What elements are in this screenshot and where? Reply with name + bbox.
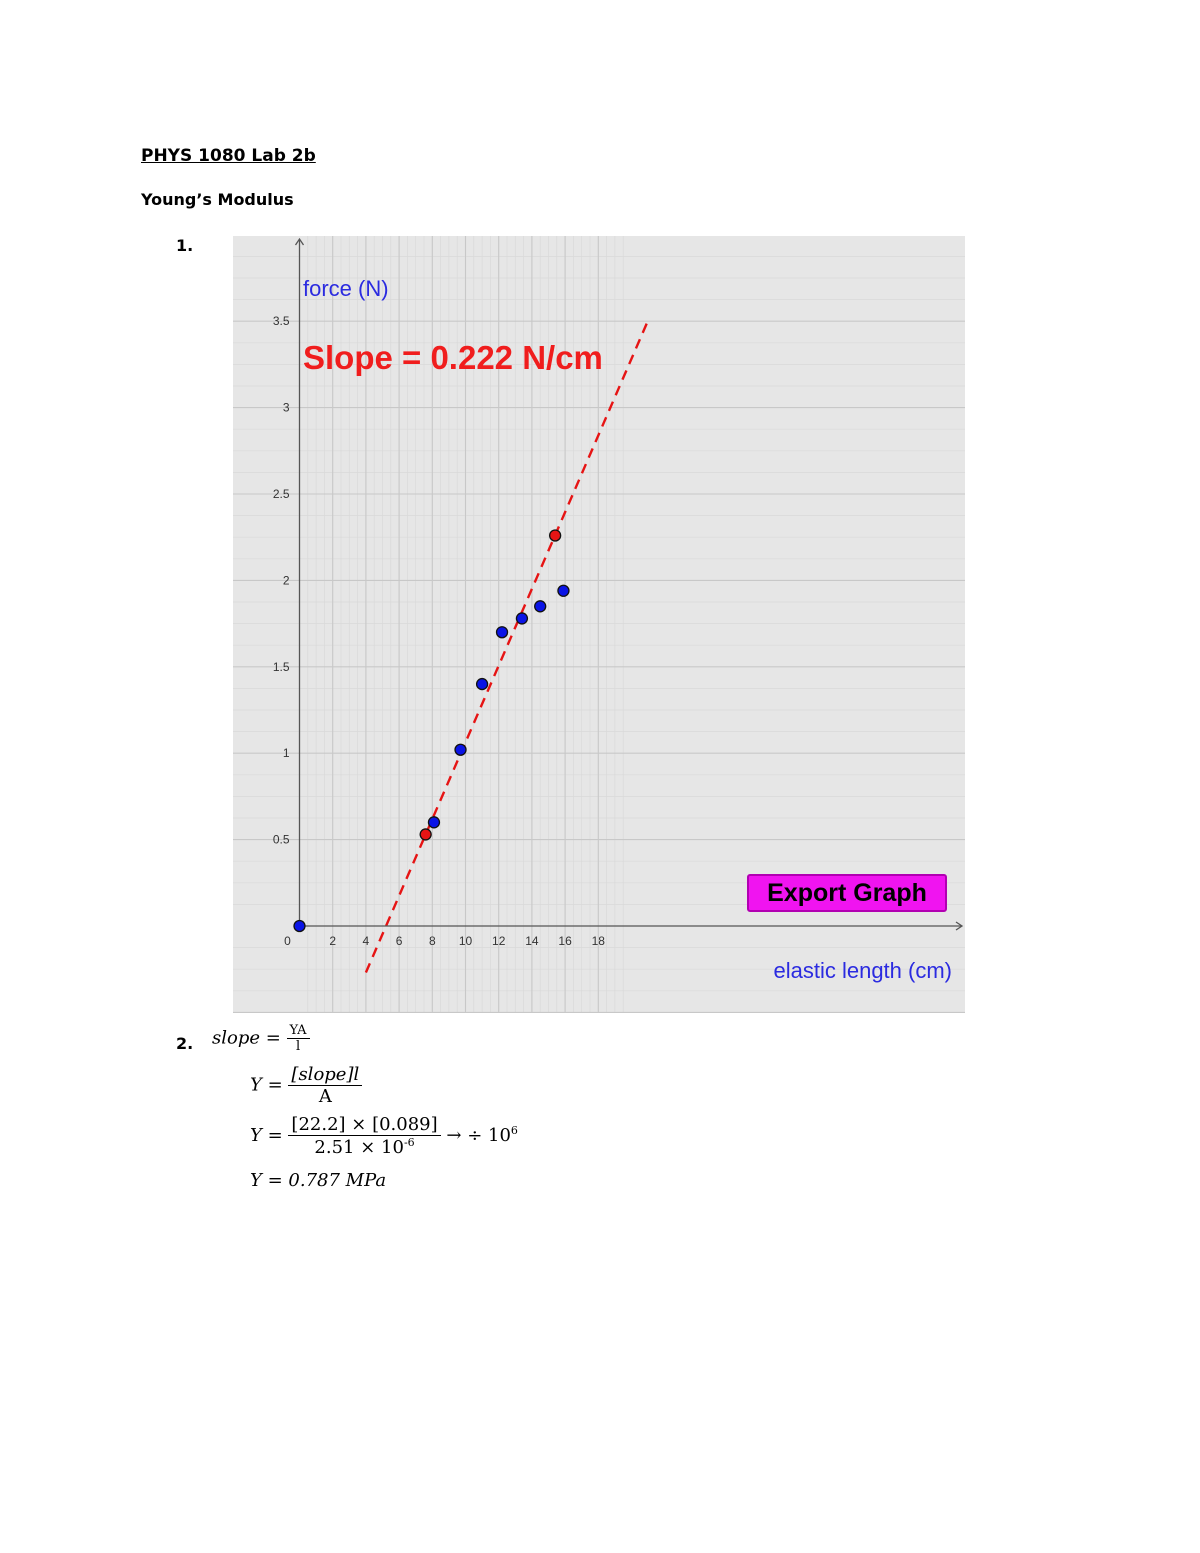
data-point-blue: [495, 626, 509, 639]
y-tick-label: 1.5: [273, 660, 290, 674]
data-point-red: [419, 828, 432, 841]
x-tick-label: 0: [284, 934, 291, 948]
equation-lhs: slope =: [212, 1027, 281, 1049]
graph-panel: 0 2 4 6 8 10 12 14 16 18 0.5 1 1.5 2 2.5 3 3.5 force (N)…: [233, 236, 965, 1013]
x-axis-title: elastic length (cm): [773, 958, 952, 983]
fraction-numerator: [slope]l: [288, 1064, 363, 1086]
tick-labels-layer: 0 2 4 6 8 10 12 14 16 18 0.5 1 1.5 2 2.5 3 3.5: [273, 314, 605, 948]
axis-layer: [294, 237, 964, 931]
x-tick-label: 14: [525, 934, 539, 948]
points-layer: [293, 529, 570, 933]
fraction-denominator: A: [318, 1086, 332, 1107]
equation-fraction: [22.2] × [0.089] 2.51 × 10-6: [288, 1114, 441, 1158]
data-point-blue: [515, 612, 529, 625]
data-point-blue: [557, 584, 570, 597]
x-tick-label: 4: [363, 934, 370, 948]
x-tick-label: 16: [558, 934, 572, 948]
y-tick-label: 1: [283, 746, 290, 760]
y-tick-label: 0.5: [273, 833, 290, 847]
data-point-blue: [293, 919, 306, 933]
x-axis-arrow: [955, 921, 964, 931]
data-point-blue: [427, 816, 441, 829]
item-number-1: 1.: [176, 236, 194, 255]
y-tick-label: 2: [283, 573, 290, 587]
x-tick-label: 18: [592, 934, 606, 948]
y-tick-label: 3: [283, 401, 290, 415]
denominator-base: 2.51 × 10: [314, 1137, 404, 1158]
fraction-numerator: [22.2] × [0.089]: [288, 1114, 441, 1136]
item-number-2: 2.: [176, 1034, 194, 1053]
data-point-blue: [454, 743, 467, 756]
document-title: PHYS 1080 Lab 2b: [141, 146, 316, 166]
x-tick-label: 12: [492, 934, 506, 948]
grid-layer: [233, 236, 965, 1013]
fraction-denominator: l: [295, 1039, 301, 1054]
y-tick-label: 2.5: [273, 487, 290, 501]
equation-lhs: Y =: [250, 1125, 283, 1146]
y-tick-label: 3.5: [273, 314, 290, 328]
slope-annotation: Slope = 0.222 N/cm: [303, 339, 603, 376]
equation-lhs: Y =: [250, 1074, 283, 1096]
equation-fraction: [slope]l A: [288, 1064, 363, 1107]
equation-unit-conversion: → ÷ 106: [446, 1124, 518, 1146]
equation-youngs-modulus: Y = [slope]l A: [250, 1064, 363, 1107]
denominator-exponent: -6: [403, 1136, 415, 1149]
x-tick-label: 6: [396, 934, 403, 948]
x-tick-label: 8: [429, 934, 436, 948]
equation-substitution: Y = [22.2] × [0.089] 2.51 × 10-6 → ÷ 106: [250, 1114, 518, 1158]
data-point-blue: [534, 600, 547, 613]
x-tick-label: 2: [329, 934, 336, 948]
data-point-blue: [475, 677, 489, 691]
data-point-red: [548, 529, 562, 542]
scatter-plot: 0 2 4 6 8 10 12 14 16 18 0.5 1 1.5 2 2.5 3 3.5: [233, 236, 965, 1013]
conversion-base: → ÷ 10: [446, 1125, 511, 1146]
fraction-denominator: 2.51 × 10-6: [288, 1136, 440, 1158]
export-graph-button[interactable]: Export Graph: [747, 874, 947, 912]
document-subtitle: Young’s Modulus: [141, 190, 294, 209]
equation-slope: slope = YA l: [212, 1023, 310, 1054]
equation-result: Y = 0.787 MPa: [250, 1170, 387, 1191]
x-tick-label: 10: [459, 934, 473, 948]
equation-fraction: YA l: [286, 1023, 310, 1054]
conversion-exponent: 6: [510, 1124, 518, 1137]
y-axis-arrow: [294, 237, 305, 246]
fraction-numerator: YA: [286, 1023, 310, 1039]
y-axis-title: force (N): [303, 276, 389, 301]
